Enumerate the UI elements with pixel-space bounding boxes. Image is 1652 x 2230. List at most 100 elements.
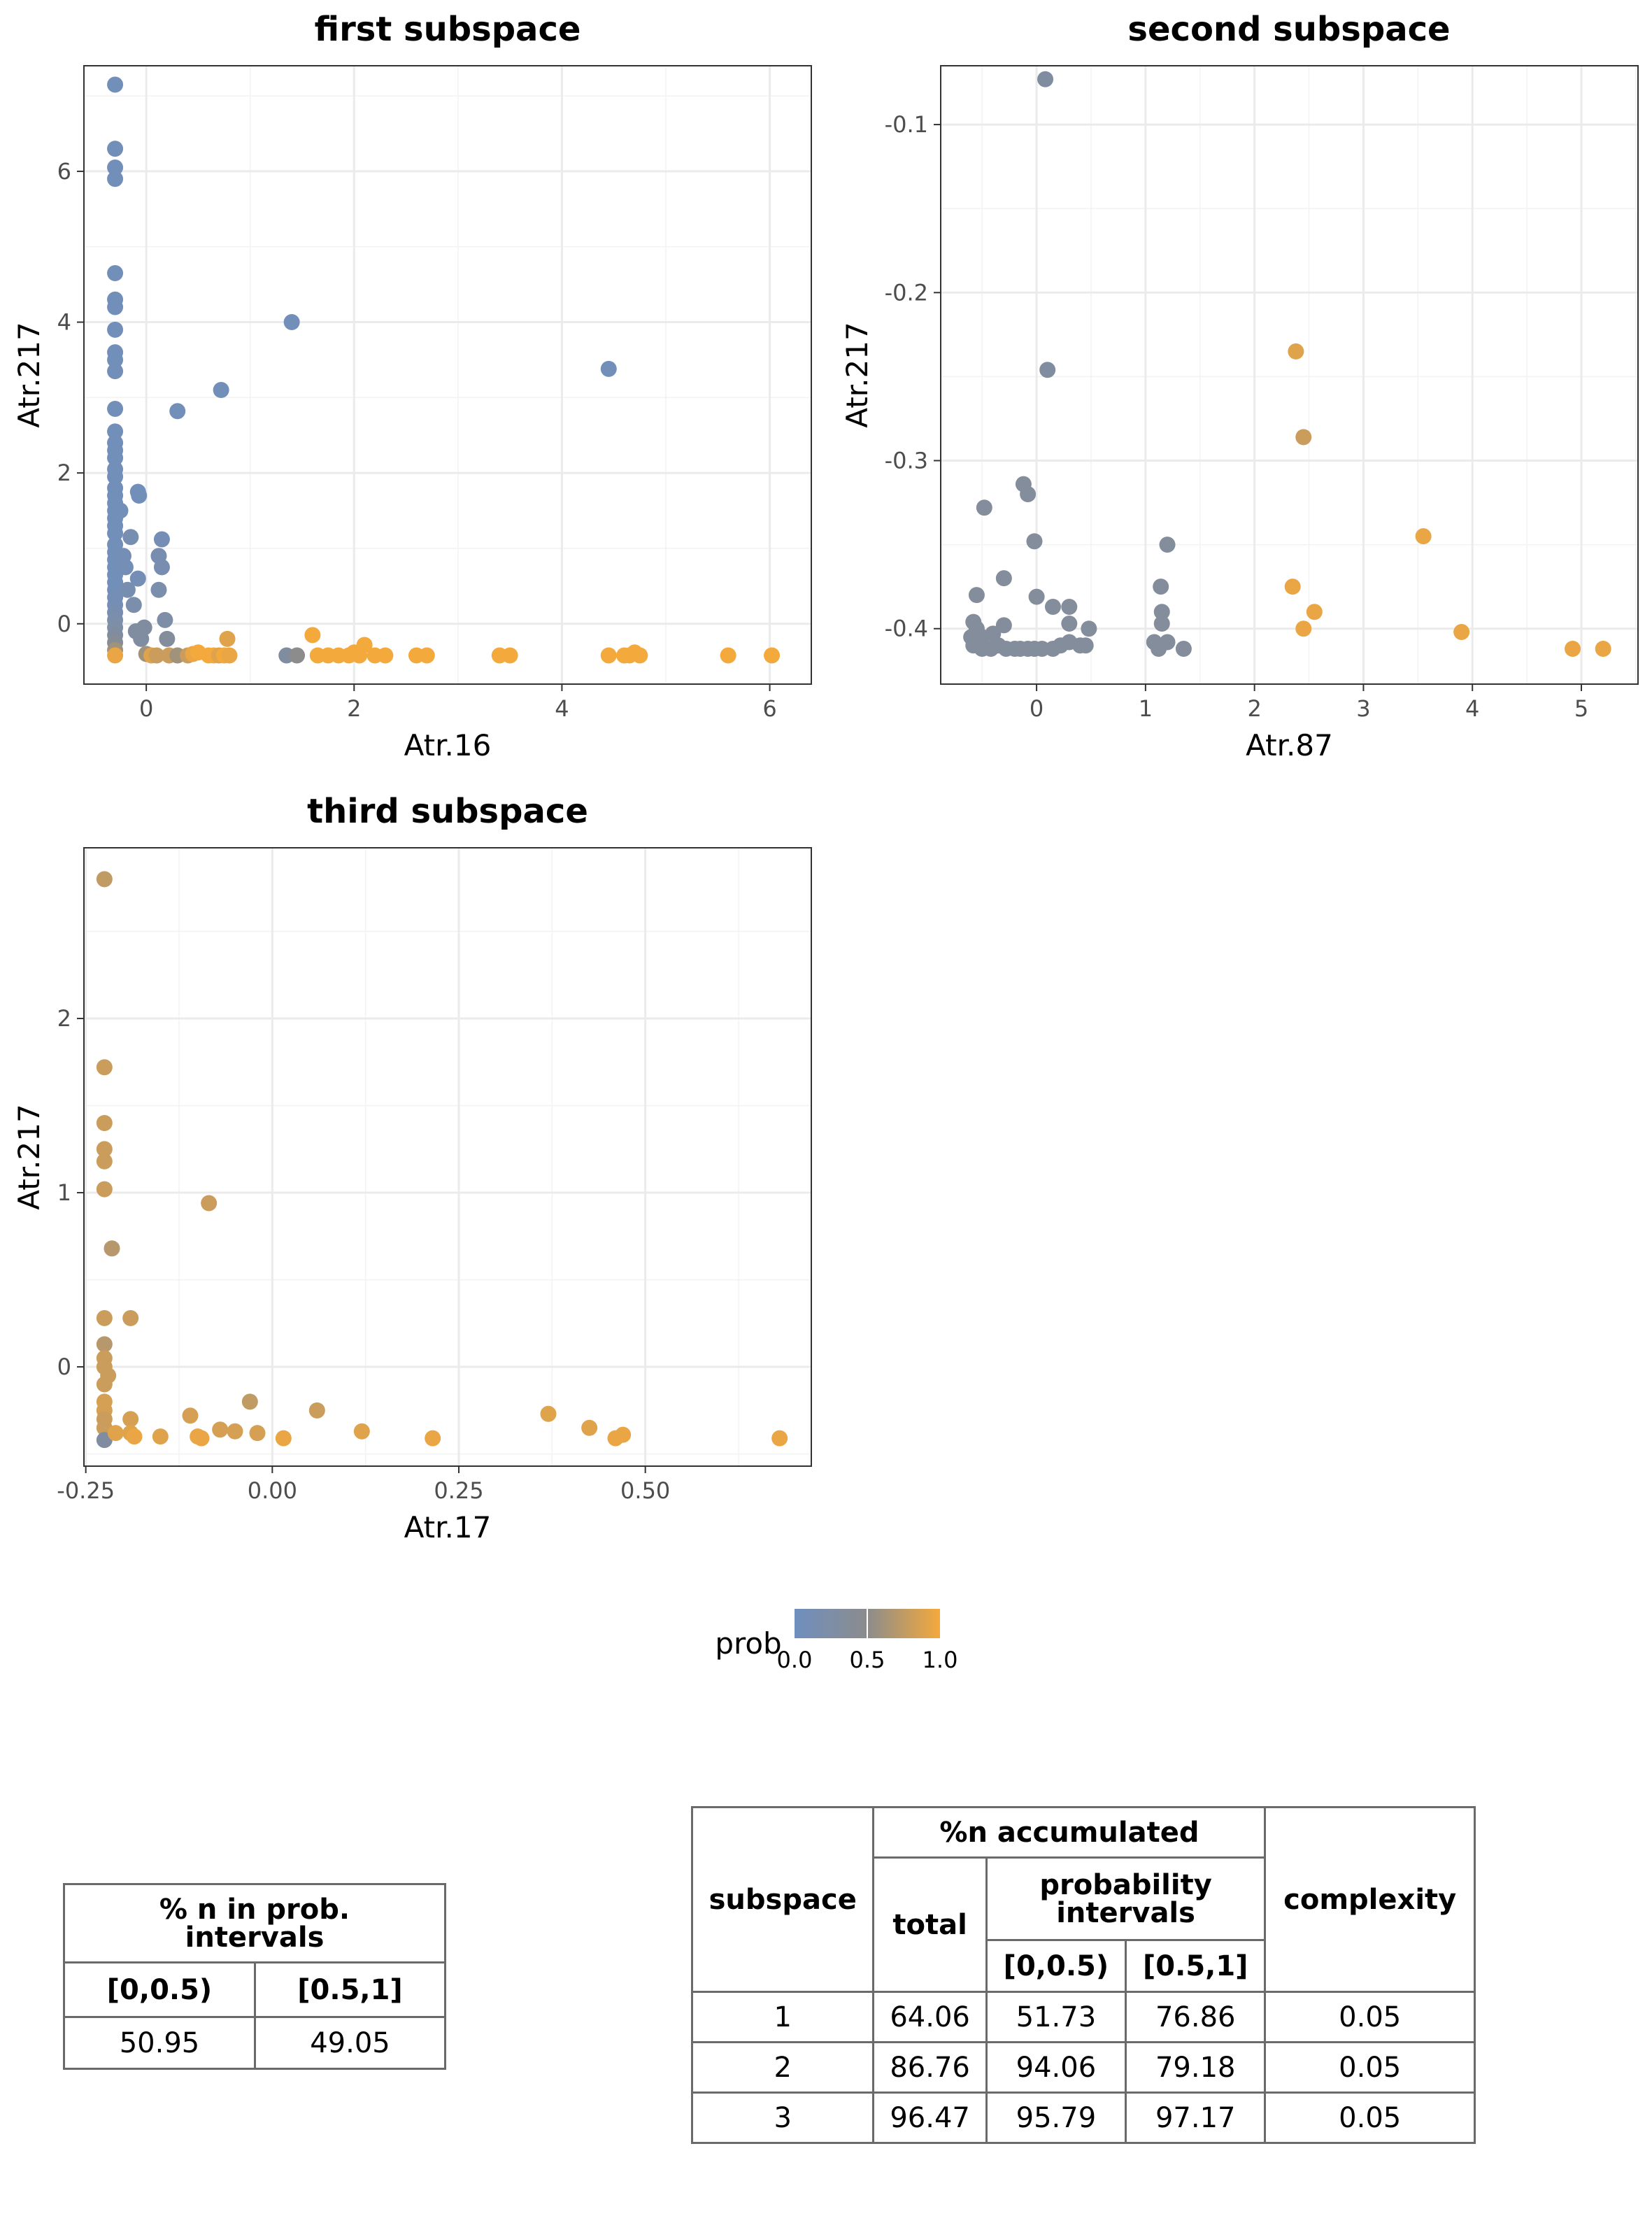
y-axis-label: Atr.217 [840,322,874,427]
data-point [241,1393,258,1410]
data-point [107,647,124,664]
table-row: 2 86.76 94.06 79.18 0.05 [690,2041,1476,2094]
data-point [227,1423,243,1440]
cell-total: 86.76 [872,2041,988,2094]
data-point [96,1376,113,1393]
data-point [153,531,170,548]
data-point [1153,604,1170,620]
data-point [1061,616,1078,632]
data-point [107,171,124,187]
y-tick-label: 0 [57,611,71,637]
data-point [1028,588,1045,605]
x-tick-label: 4 [1465,695,1479,722]
data-point [501,647,518,664]
data-point [125,597,142,613]
header-complexity: complexity [1264,1806,1476,1993]
x-tick-label: 4 [555,695,569,722]
data-point [540,1405,557,1422]
header-high: [0.5,1] [1125,1939,1267,1993]
data-point [1295,620,1312,637]
y-axis-label: Atr.217 [12,322,46,427]
data-point [353,1423,370,1440]
data-point [159,630,176,647]
data-point [107,141,124,157]
data-point [96,1059,113,1076]
data-point [1020,486,1037,503]
x-axis-label: Atr.16 [404,728,492,762]
data-point [600,360,617,377]
panel-border [83,65,812,685]
header-subspace: subspace [690,1806,875,1993]
third-subspace-plot: -0.25 0.00 0.25 0.50 0 1 2 third subspace Atr.17… [12,792,812,1544]
cell-total: 96.47 [872,2091,988,2144]
plot-title: second subspace [1127,10,1450,49]
prob-interval-value-low: 50.95 [63,2016,256,2070]
legend-title: prob [715,1626,781,1661]
data-point [1175,641,1192,658]
y-tick-label: -0.1 [885,111,928,138]
x-axis-label: Atr.87 [1246,728,1333,762]
data-point [107,264,124,281]
y-tick-label: 2 [57,460,71,486]
data-point [600,647,617,664]
data-point [1153,578,1169,595]
data-point [356,637,373,653]
data-point [1081,620,1097,637]
plot-title: third subspace [307,792,588,831]
data-point [107,159,124,176]
data-point [1039,362,1056,378]
data-point [308,1402,325,1419]
legend-tick-mid: 0.5 [850,1647,885,1673]
data-point [107,423,124,440]
data-point [107,525,124,541]
data-point [153,559,170,576]
data-point [122,529,139,546]
y-tick-label: 1 [57,1179,71,1206]
data-point [221,647,238,664]
cell-complexity: 0.05 [1264,2041,1476,2094]
second-subspace-plot: 0 1 2 3 4 5 -0.4 -0.3 -0.2 -0.1 second subspace Atr… [840,10,1639,762]
header-low: [0,0.5) [985,1939,1127,1993]
prob-interval-value-high: 49.05 [254,2016,446,2070]
data-point [632,647,648,664]
cell-high: 76.86 [1125,1991,1267,2043]
accumulated-table: subspace %n accumulated complexity total… [690,1806,1476,2144]
x-tick-label: 2 [347,695,361,722]
data-point [96,1141,113,1158]
y-tick-label: -0.2 [885,279,928,306]
cell-subspace: 2 [690,2041,875,2094]
data-point [107,450,124,467]
data-point [107,76,124,93]
data-point [148,647,165,664]
data-point [377,647,394,664]
data-point [1037,71,1054,87]
cell-complexity: 0.05 [1264,2091,1476,2144]
data-point [219,630,236,647]
data-point [249,1425,266,1442]
data-point [112,502,129,519]
data-point [976,499,992,516]
data-point [129,570,146,587]
x-tick-label: 0 [139,695,153,722]
x-tick-label: 3 [1356,695,1370,722]
data-point [96,1181,113,1198]
data-point [720,647,736,664]
x-tick-label: 6 [762,695,776,722]
x-tick-label: 0.00 [248,1477,297,1504]
data-point [107,351,124,368]
data-point [107,401,124,418]
data-point [418,647,435,664]
legend-tick-high: 1.0 [923,1647,958,1673]
data-point [1061,599,1078,615]
data-point [1415,528,1432,545]
data-point [1295,429,1312,446]
data-point [96,1153,113,1170]
x-tick-label: 0.50 [620,1477,670,1504]
data-point [304,627,321,644]
data-point [104,1240,120,1257]
data-point [201,1195,218,1212]
cell-subspace: 1 [690,1991,875,2043]
data-point [968,587,985,604]
cell-low: 51.73 [985,1991,1127,2043]
